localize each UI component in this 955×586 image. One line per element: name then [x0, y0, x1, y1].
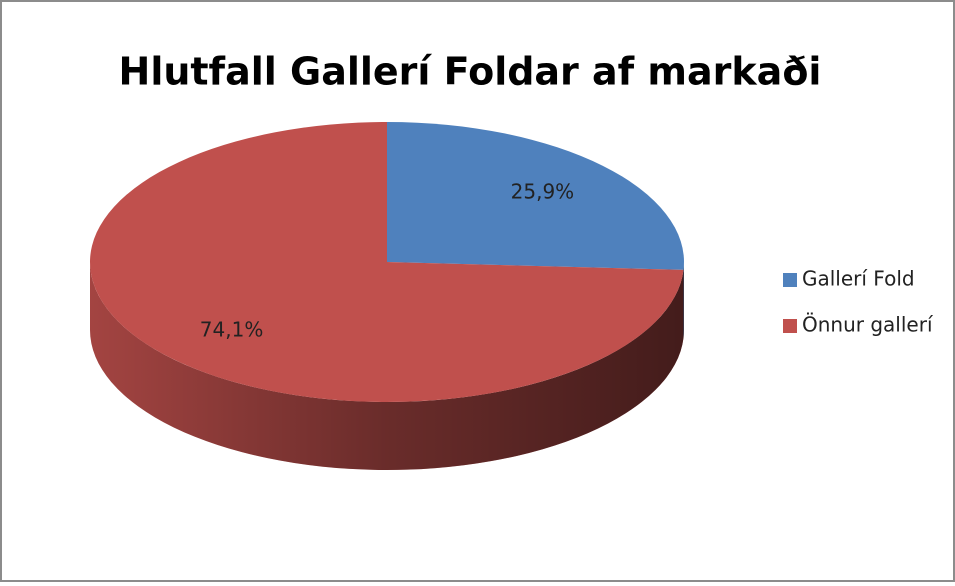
legend-label: Gallerí Fold	[802, 267, 915, 291]
data-label: 25,9%	[511, 179, 575, 203]
legend-swatch	[783, 319, 797, 333]
data-label: 74,1%	[200, 318, 264, 342]
legend-swatch	[783, 273, 797, 287]
chart-title: Hlutfall Gallerí Foldar af markaði	[119, 50, 822, 94]
legend-label: Önnur gallerí	[802, 313, 934, 337]
